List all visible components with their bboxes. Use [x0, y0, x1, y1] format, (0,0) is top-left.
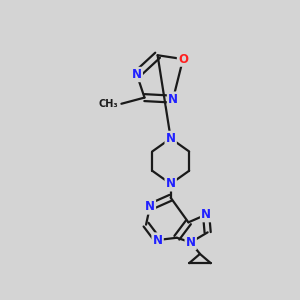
- Text: N: N: [166, 177, 176, 190]
- Text: N: N: [153, 233, 163, 247]
- Text: N: N: [145, 200, 155, 213]
- Text: N: N: [186, 236, 196, 249]
- Text: CH₃: CH₃: [99, 99, 118, 109]
- Text: N: N: [201, 208, 211, 221]
- Text: N: N: [166, 132, 176, 145]
- Text: N: N: [132, 68, 142, 81]
- Text: N: N: [168, 93, 178, 106]
- Text: O: O: [178, 52, 188, 66]
